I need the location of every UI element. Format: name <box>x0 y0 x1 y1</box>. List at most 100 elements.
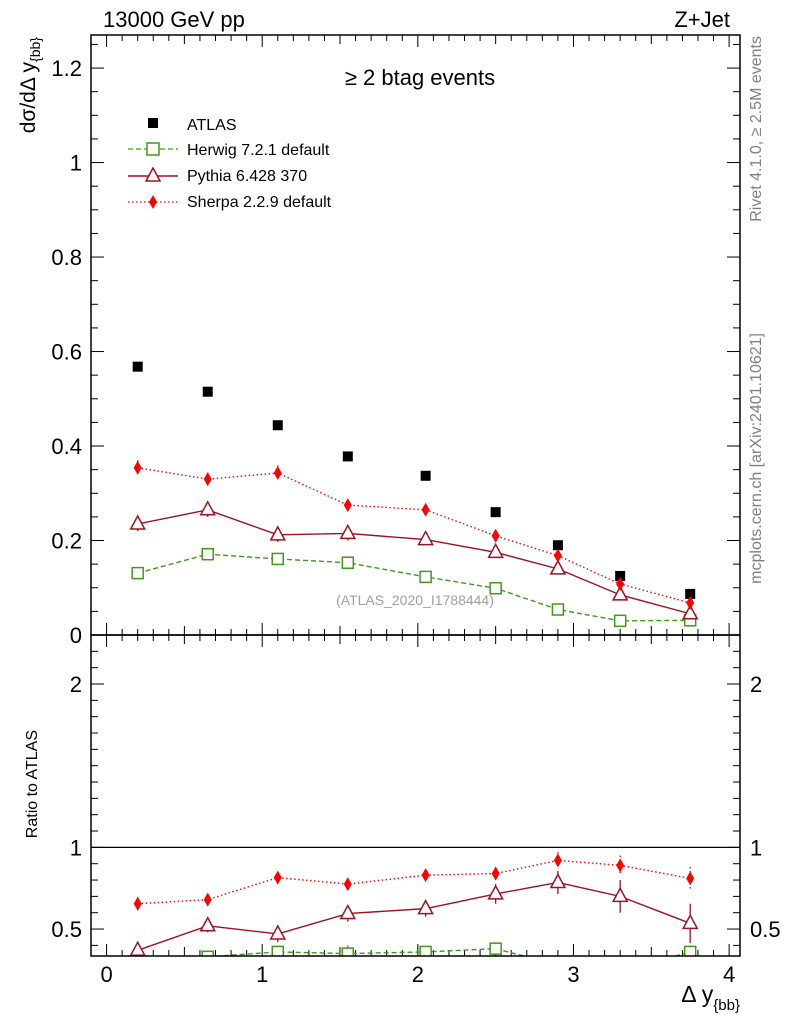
data-point-ratio-sherpa-2-2-9-default <box>203 892 212 907</box>
y-ratio-tick-label-right: 0.5 <box>750 917 781 942</box>
legend-marker-sherpa <box>149 195 157 209</box>
y-top-tick-label: 1 <box>70 151 82 176</box>
data-point-top-pythia-6-428-370 <box>339 523 357 540</box>
legend-marker-herwig <box>146 142 160 156</box>
ratio-panel-frame <box>90 634 741 957</box>
data-point-top-pythia-6-428-370 <box>681 604 699 620</box>
y-axis-label-sub: {bb} <box>27 37 43 62</box>
legend-marker-pythia <box>144 166 162 182</box>
data-point-ratio-herwig-7-2-1-default <box>552 959 563 970</box>
y-top-tick-label: 0.6 <box>51 340 82 365</box>
series-line-top-sherpa-2-2-9-default <box>137 467 691 604</box>
data-point-ratio-herwig-7-2-1-default <box>419 945 432 956</box>
data-point-ratio-herwig-7-2-1-default <box>683 945 697 956</box>
legend-item-herwig: Herwig 7.2.1 default <box>128 142 330 159</box>
series-line-top-herwig-7-2-1-default <box>137 553 691 622</box>
x-tick-label: 0 <box>100 962 112 987</box>
x-tick-label: 1 <box>256 962 268 987</box>
data-point-ratio-herwig-7-2-1-default <box>615 966 626 977</box>
data-point-top-pythia-6-428-370 <box>549 559 567 575</box>
data-point-top-sherpa-2-2-9-default <box>491 528 500 543</box>
data-point-ratio-pythia-6-428-370 <box>339 903 357 920</box>
legend-marker-atlas <box>148 118 158 128</box>
data-point-top-herwig-7-2-1-default <box>201 547 214 561</box>
data-point-ratio-sherpa-2-2-9-default <box>343 877 352 892</box>
series-ratio-pythia-6-428-370 <box>129 871 699 956</box>
x-tick-label: 3 <box>567 962 579 987</box>
data-point-top-sherpa-2-2-9-default <box>343 498 352 513</box>
y-top-tick-label: 0.8 <box>51 245 82 270</box>
data-point-ratio-pythia-6-428-370 <box>269 924 287 940</box>
data-point-top-atlas <box>420 470 431 481</box>
data-point-top-sherpa-2-2-9-default <box>273 465 282 480</box>
series-ratio-herwig-7-2-1-default <box>132 942 697 979</box>
series-top-atlas <box>132 361 696 599</box>
x-axis-label-main: Δ y <box>681 981 713 1007</box>
svg-text:dσ/dΔ y{bb}: dσ/dΔ y{bb} <box>17 37 43 134</box>
data-point-top-sherpa-2-2-9-default <box>553 548 562 563</box>
legend-label-pythia: Pythia 6.428 370 <box>187 168 307 185</box>
data-point-top-atlas <box>552 540 563 551</box>
data-point-ratio-herwig-7-2-1-default <box>341 947 355 956</box>
data-point-top-sherpa-2-2-9-default <box>203 472 212 487</box>
data-point-top-pythia-6-428-370 <box>487 542 504 559</box>
y-ratio-tick-label-right: 2 <box>750 672 762 697</box>
series-top-herwig-7-2-1-default <box>131 547 697 628</box>
data-point-ratio-sherpa-2-2-9-default <box>133 896 142 911</box>
y-axis-label-ratio: Ratio to ATLAS <box>24 730 41 838</box>
data-point-top-herwig-7-2-1-default <box>489 581 502 595</box>
data-point-ratio-pythia-6-428-370 <box>417 899 434 915</box>
data-point-ratio-pythia-6-428-370 <box>611 886 629 903</box>
y-axis-label-main: dσ/dΔ y <box>17 61 40 133</box>
data-point-ratio-sherpa-2-2-9-default <box>421 868 430 883</box>
header-left: 13000 GeV pp <box>103 7 245 32</box>
y-top-tick-label: 0.2 <box>51 529 82 554</box>
y-ratio-tick-label-right: 1 <box>750 835 762 860</box>
data-point-top-herwig-7-2-1-default <box>419 570 432 584</box>
data-point-ratio-sherpa-2-2-9-default <box>491 866 500 881</box>
series-line-ratio-sherpa-2-2-9-default <box>137 859 691 905</box>
data-point-ratio-sherpa-2-2-9-default <box>686 871 695 886</box>
data-point-top-sherpa-2-2-9-default <box>421 502 430 517</box>
data-point-top-herwig-7-2-1-default <box>271 552 285 566</box>
data-point-top-pythia-6-428-370 <box>129 514 146 530</box>
analysis-tag: (ATLAS_2020_I1788444) <box>336 592 494 608</box>
header-right: Z+Jet <box>674 7 730 32</box>
data-point-top-herwig-7-2-1-default <box>551 603 565 616</box>
legend-item-atlas: ATLAS <box>148 117 237 134</box>
data-point-top-atlas <box>615 570 626 581</box>
y-ratio-tick-label-left: 1 <box>70 835 82 860</box>
data-point-top-sherpa-2-2-9-default <box>616 576 625 591</box>
data-point-ratio-pythia-6-428-370 <box>549 872 567 889</box>
legend-item-pythia: Pythia 6.428 370 <box>128 166 307 185</box>
data-point-ratio-herwig-7-2-1-default <box>132 968 143 979</box>
x-axis-label: Δ y{bb} <box>681 981 740 1014</box>
data-point-ratio-sherpa-2-2-9-default <box>273 870 282 885</box>
data-point-top-pythia-6-428-370 <box>269 525 287 541</box>
data-point-top-pythia-6-428-370 <box>199 500 216 516</box>
data-point-top-atlas <box>272 420 283 431</box>
x-tick-label: 4 <box>723 962 735 987</box>
legend-label-herwig: Herwig 7.2.1 default <box>187 142 330 159</box>
y-axis-label-top: dσ/dΔ y{bb} <box>17 37 43 134</box>
series-ratio-sherpa-2-2-9-default <box>133 852 695 911</box>
data-point-top-atlas <box>202 386 213 397</box>
x-axis-label-sub: {bb} <box>713 997 740 1014</box>
data-point-ratio-pythia-6-428-370 <box>681 913 699 930</box>
data-point-top-atlas <box>685 588 696 599</box>
y-top-tick-label: 1.2 <box>51 56 82 81</box>
data-point-ratio-pythia-6-428-370 <box>487 884 504 900</box>
data-point-top-herwig-7-2-1-default <box>613 614 627 628</box>
x-tick-label: 2 <box>412 962 424 987</box>
side-text-rivet: Rivet 4.1.0, ≥ 2.5M events <box>748 36 765 222</box>
legend-label-atlas: ATLAS <box>187 117 237 134</box>
data-point-top-sherpa-2-2-9-default <box>686 595 695 610</box>
legend-label-sherpa: Sherpa 2.2.9 default <box>187 194 332 211</box>
data-point-top-herwig-7-2-1-default <box>341 556 355 569</box>
data-point-top-atlas <box>342 451 353 462</box>
data-point-ratio-herwig-7-2-1-default <box>489 942 502 955</box>
legend: ATLAS Herwig 7.2.1 default Pythia 6.428 … <box>128 117 332 211</box>
data-point-top-pythia-6-428-370 <box>611 585 629 601</box>
chart-title: ≥ 2 btag events <box>345 65 495 90</box>
